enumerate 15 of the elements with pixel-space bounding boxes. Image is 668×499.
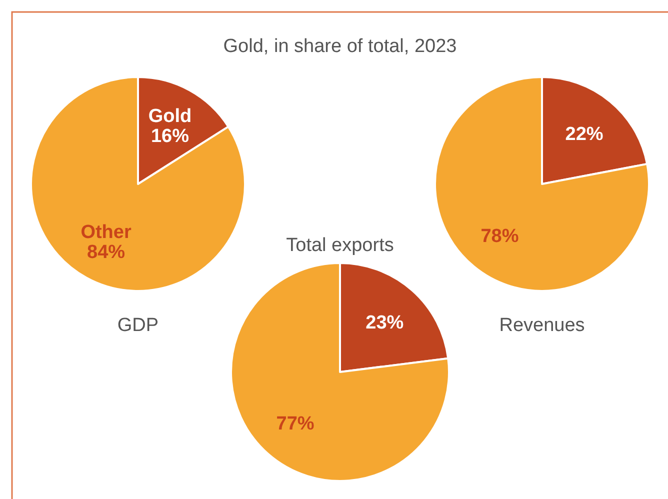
pie-slice xyxy=(30,76,246,292)
text: Revenues xyxy=(499,315,585,336)
data-label: 84% xyxy=(87,242,126,264)
data-label: 22% xyxy=(565,124,604,145)
slice-label: Other xyxy=(80,222,132,244)
pie-slice xyxy=(230,262,450,482)
data-label: 77% xyxy=(276,414,314,435)
data-label: 16% xyxy=(150,126,190,147)
slice-label: Gold xyxy=(148,106,192,127)
chart-title: Total exports xyxy=(286,235,394,256)
text: GDP xyxy=(117,315,159,336)
data-label: 23% xyxy=(366,312,404,334)
pie-slice xyxy=(434,76,650,292)
text: Gold, in share of total, 2023 xyxy=(223,36,457,57)
data-label: 78% xyxy=(480,226,519,248)
